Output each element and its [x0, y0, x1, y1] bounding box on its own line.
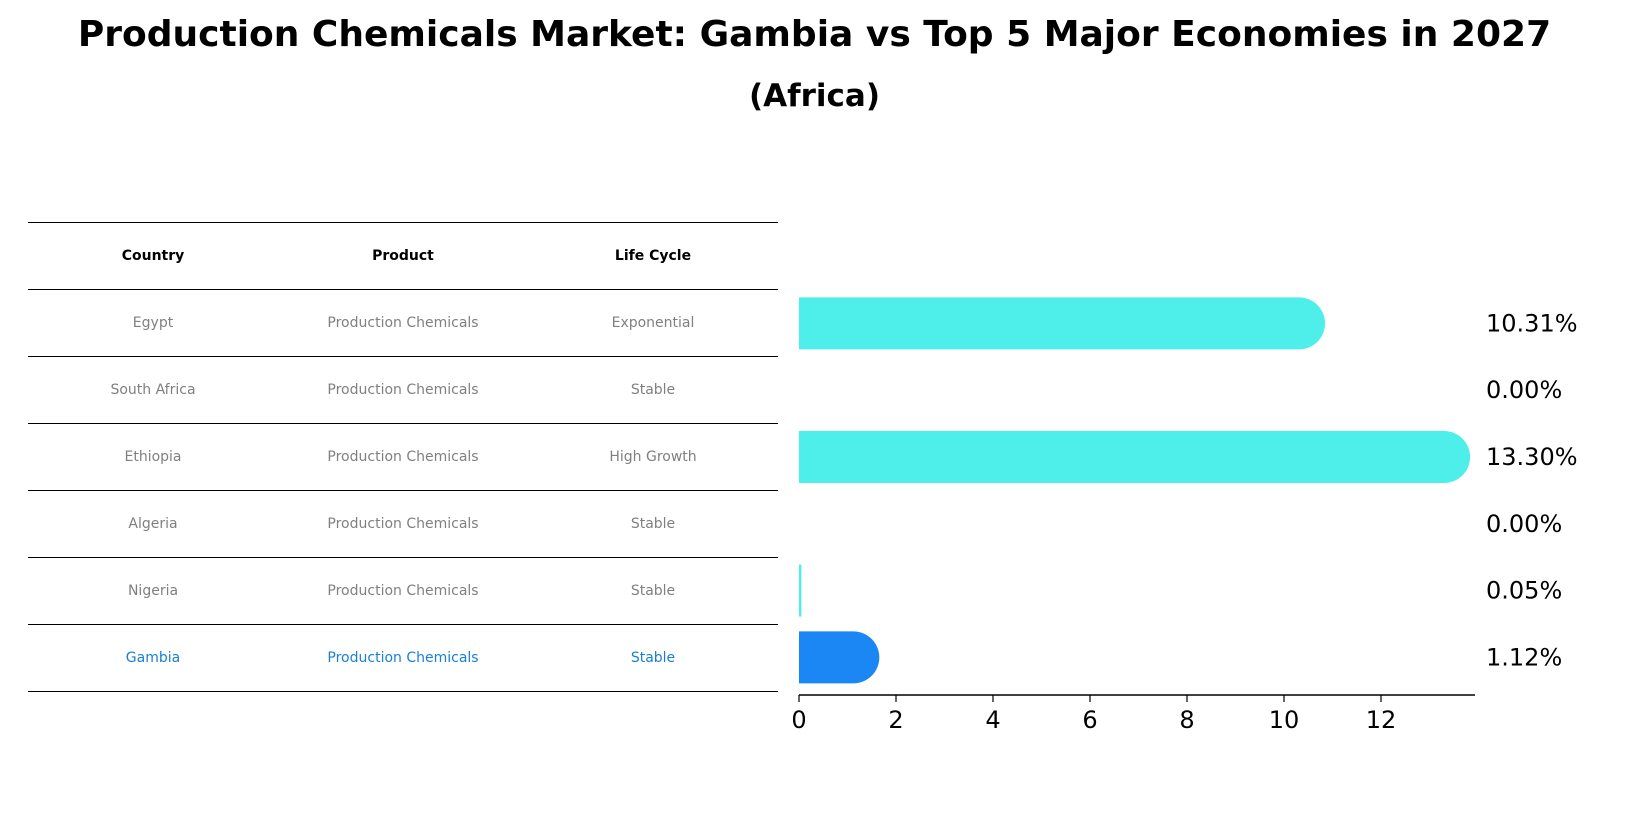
x-tick-label: 6 — [1082, 706, 1097, 734]
cell-country: Algeria — [128, 516, 178, 532]
bar-nigeria — [799, 564, 802, 617]
x-tick-label: 2 — [888, 706, 903, 734]
header-product: Product — [372, 248, 434, 264]
bar-value-label: 13.30% — [1486, 443, 1578, 471]
cell-product: Production Chemicals — [327, 650, 479, 666]
cell-life-cycle: High Growth — [609, 449, 697, 465]
bar-gambia — [799, 631, 880, 684]
table-row: Egypt Production Chemicals Exponential — [28, 289, 778, 356]
table-row: Ethiopia Production Chemicals High Growt… — [28, 423, 778, 490]
cell-product: Production Chemicals — [327, 516, 479, 532]
bar-egypt — [799, 297, 1326, 350]
cell-product: Production Chemicals — [327, 449, 479, 465]
x-tick-label: 12 — [1366, 706, 1397, 734]
x-tick-label: 8 — [1179, 706, 1194, 734]
cell-country: South Africa — [110, 382, 196, 398]
bar-value-label: 0.00% — [1486, 510, 1562, 538]
table-row: South Africa Production Chemicals Stable — [28, 356, 778, 423]
cell-product: Production Chemicals — [327, 583, 479, 599]
table-row-highlighted: Gambia Production Chemicals Stable — [28, 624, 778, 692]
cell-country: Gambia — [125, 650, 181, 666]
table-row: Nigeria Production Chemicals Stable — [28, 557, 778, 624]
bar-ethiopia — [799, 431, 1471, 483]
cell-product: Production Chemicals — [327, 315, 479, 331]
x-tick-label: 10 — [1269, 706, 1300, 734]
cell-country: Egypt — [132, 315, 174, 331]
cell-product: Production Chemicals — [327, 382, 479, 398]
bar-value-label: 0.05% — [1486, 577, 1562, 605]
cell-country: Nigeria — [127, 583, 179, 599]
bar-value-label: 0.00% — [1486, 376, 1562, 404]
x-tick-label: 0 — [791, 706, 806, 734]
cell-life-cycle: Exponential — [611, 315, 695, 331]
header-life-cycle: Life Cycle — [614, 248, 692, 264]
chart-subtitle: (Africa) — [748, 78, 881, 114]
table-header-row: Country Product Life Cycle — [28, 222, 778, 289]
header-country: Country — [121, 248, 185, 264]
table-row: Algeria Production Chemicals Stable — [28, 490, 778, 557]
x-tick-label: 4 — [985, 706, 1000, 734]
cell-life-cycle: Stable — [630, 516, 676, 532]
bar-value-label: 10.31% — [1486, 309, 1578, 337]
bar-value-label: 1.12% — [1486, 643, 1562, 671]
cell-country: Ethiopia — [124, 449, 182, 465]
cell-life-cycle: Stable — [630, 650, 676, 666]
cell-life-cycle: Stable — [630, 583, 676, 599]
comparison-table: Country Product Life Cycle Egypt Product… — [28, 222, 778, 692]
cell-life-cycle: Stable — [630, 382, 676, 398]
chart-title: Production Chemicals Market: Gambia vs T… — [77, 14, 1552, 55]
